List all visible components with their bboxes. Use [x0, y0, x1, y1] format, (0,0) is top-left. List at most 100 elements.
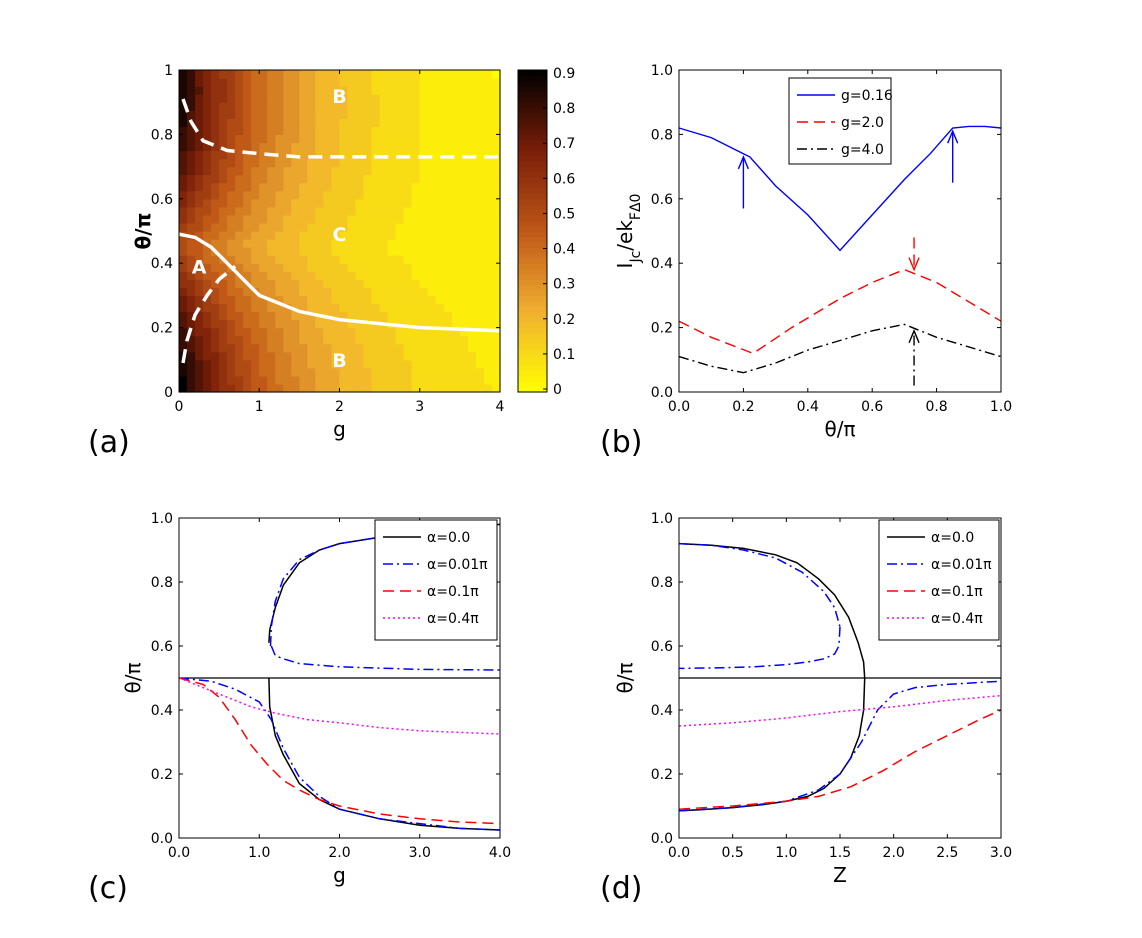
heatmap-cell [387, 375, 397, 385]
heatmap-cell [491, 214, 501, 224]
heatmap-cell [371, 383, 381, 393]
heatmap-cell [259, 174, 268, 184]
heatmap-cell [475, 343, 485, 353]
heatmap-cell [283, 174, 292, 184]
heatmap-cell [419, 70, 429, 79]
heatmap-cell [459, 118, 469, 127]
heatmap-cell [427, 134, 437, 144]
heatmap-cell [299, 102, 309, 111]
heatmap-cell [483, 263, 493, 272]
heatmap-cell [371, 279, 381, 288]
heatmap-cell [443, 78, 453, 87]
heatmap-cell [203, 70, 212, 79]
heatmap-cell [459, 142, 469, 152]
heatmap-cell [483, 247, 493, 256]
heatmap-cell [299, 150, 309, 160]
heatmap-cell [403, 78, 413, 87]
heatmap-cell [299, 231, 309, 240]
x-tick-label: 3 [415, 399, 424, 415]
heatmap-cell [451, 150, 461, 160]
heatmap-cell [187, 367, 196, 377]
colorbar-tick-label: 0.4 [553, 242, 575, 258]
heatmap-cell [331, 198, 341, 208]
heatmap-cell [179, 94, 188, 103]
heatmap-cell [363, 327, 373, 337]
heatmap-cell [459, 150, 469, 160]
heatmap-cell [387, 142, 397, 152]
heatmap-cell [203, 303, 212, 313]
heatmap-cell [419, 166, 429, 176]
heatmap-cell [355, 78, 365, 87]
heatmap-cell [251, 375, 260, 385]
heatmap-cell [475, 375, 485, 385]
y-tick-label: 1.0 [151, 511, 173, 527]
heatmap-cell [315, 239, 325, 248]
heatmap-cell [227, 182, 236, 192]
x-tick-label: 1.5 [829, 845, 851, 861]
heatmap-cell [323, 102, 333, 111]
heatmap-cell [219, 190, 228, 200]
heatmap-cell [243, 311, 252, 321]
heatmap-cell [219, 222, 228, 232]
heatmap-cell [443, 214, 453, 224]
heatmap-cell [467, 214, 477, 224]
heatmap-cell [347, 303, 357, 313]
heatmap-cell [299, 279, 309, 288]
colorbar-tick-label: 0.3 [553, 277, 575, 293]
heatmap-cell [475, 311, 485, 321]
heatmap-cell [275, 311, 284, 321]
heatmap-cell [219, 263, 228, 272]
heatmap-cell [387, 198, 397, 208]
heatmap-cell [211, 126, 220, 135]
heatmap-cell [187, 343, 196, 353]
heatmap-cell [491, 255, 501, 264]
heatmap-cell [219, 150, 228, 160]
heatmap-cell [315, 279, 325, 288]
heatmap-cell [491, 158, 501, 168]
heatmap-cell [459, 166, 469, 176]
heatmap-cell [211, 295, 220, 305]
heatmap-cell [275, 78, 284, 87]
heatmap-cell [179, 190, 188, 200]
heatmap-cell [283, 375, 292, 385]
heatmap-cell [483, 214, 493, 224]
heatmap-cell [259, 311, 268, 321]
heatmap-cell [403, 150, 413, 160]
heatmap-cell [283, 383, 292, 393]
heatmap-cell [427, 367, 437, 377]
heatmap-cell [419, 198, 429, 208]
y-tick-label: 0.6 [151, 192, 173, 208]
heatmap-cell [179, 239, 188, 248]
heatmap-cell [323, 118, 333, 127]
heatmap-cell [331, 231, 341, 240]
heatmap-cell [299, 359, 309, 369]
heatmap-cell [227, 287, 236, 296]
heatmap-cell [395, 247, 405, 256]
heatmap-cell [283, 134, 292, 144]
heatmap-cell [483, 150, 493, 160]
y-tick-label: 1.0 [651, 511, 673, 527]
colorbar-tick-label: 0 [553, 382, 562, 398]
heatmap-cell [459, 86, 469, 95]
heatmap-cell [195, 359, 204, 369]
heatmap-cell [203, 86, 212, 95]
heatmap-cell [491, 182, 501, 192]
heatmap-cell [339, 335, 349, 345]
heatmap-cell [347, 271, 357, 280]
heatmap-cell [379, 335, 389, 345]
heatmap-cell [187, 206, 196, 216]
heatmap-cell [251, 367, 260, 377]
heatmap-cell [403, 255, 413, 264]
heatmap-cell [211, 287, 220, 296]
y-axis-label: IJc/ekFΔ0 [613, 194, 644, 269]
heatmap-cell [483, 222, 493, 232]
heatmap-cell [307, 231, 317, 240]
heatmap-cell [443, 174, 453, 184]
heatmap-cell [315, 134, 325, 144]
heatmap-cell [363, 70, 373, 79]
heatmap-cell [371, 142, 381, 152]
heatmap-cell [363, 150, 373, 160]
panel-c: 0.0 1.0 2.0 3.0 4.00.00.20.40.60.81.0gθ/πα=0… [121, 511, 511, 887]
heatmap-cell [267, 359, 276, 369]
heatmap-cell [331, 206, 341, 216]
